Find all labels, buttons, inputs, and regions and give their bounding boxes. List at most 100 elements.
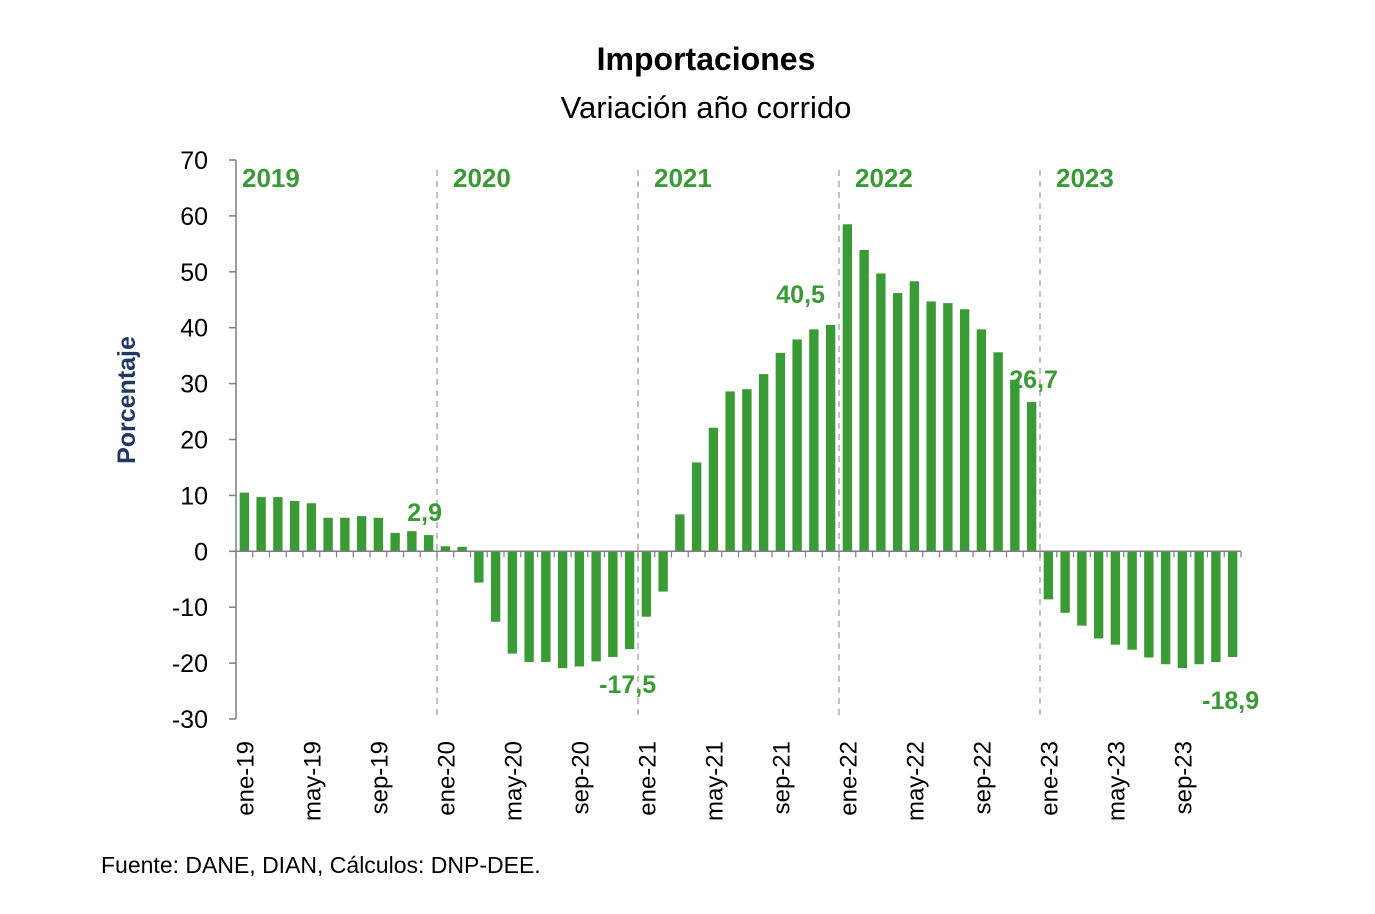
y-tick-label: -30: [172, 706, 208, 734]
y-tick-label: 10: [180, 482, 208, 510]
bar-ago-21: [758, 374, 769, 552]
year-label-2023: 2023: [1056, 163, 1114, 193]
bar-jul-23: [1144, 551, 1154, 658]
bar-mar-21: [675, 514, 685, 552]
x-tick-label: ene-21: [634, 741, 661, 816]
bar-dic-21: [825, 324, 836, 552]
bar-feb-22: [859, 249, 869, 552]
bar-ene-21: [641, 551, 652, 617]
chart-subtitle: Variación año corrido: [561, 90, 852, 125]
bar-nov-19: [407, 531, 417, 552]
bar-mar-22: [876, 273, 886, 552]
x-tick-label: ene-22: [835, 741, 862, 816]
bar-may-23: [1110, 551, 1121, 645]
bar-oct-22: [993, 352, 1003, 552]
year-label-2021: 2021: [654, 163, 712, 193]
data-label-dic-19: 2,9: [407, 499, 442, 527]
bar-ago-22: [959, 309, 970, 552]
x-tick-label: sep-19: [366, 741, 393, 814]
bar-jul-19: [340, 517, 350, 552]
bar-abr-22: [892, 293, 903, 552]
data-label-dic-22: 26,7: [1009, 366, 1058, 394]
bar-ene-22: [842, 224, 853, 552]
bar-nov-23: [1211, 551, 1221, 662]
bar-oct-23: [1194, 551, 1204, 665]
bar-abr-19: [289, 500, 300, 552]
bar-feb-20: [457, 546, 467, 552]
data-label-dic-20: -17,5: [599, 671, 656, 699]
y-axis-ticks: 70 60 50 40 30 20 10 0 -10 -20 -30: [172, 147, 236, 734]
bar-sep-21: [775, 352, 786, 552]
x-tick-label: may-23: [1103, 741, 1130, 821]
year-label-2022: 2022: [855, 163, 913, 193]
y-tick-label: 70: [180, 147, 208, 175]
bar-jun-22: [926, 301, 936, 552]
bar-series: [239, 224, 1238, 669]
x-tick-label: may-20: [500, 741, 527, 821]
x-tick-label: sep-23: [1170, 741, 1197, 814]
axes: [235, 160, 1242, 719]
x-tick-label: ene-19: [232, 741, 259, 816]
y-tick-label: 0: [194, 538, 208, 566]
bar-ene-20: [440, 546, 451, 552]
bar-jun-19: [323, 517, 333, 552]
bar-ene-23: [1043, 551, 1054, 600]
bar-abr-20: [490, 551, 501, 622]
x-tick-label: sep-21: [768, 741, 795, 814]
x-tick-label: ene-23: [1036, 741, 1063, 816]
year-labels: 2019 2020 2021 2022 2023: [242, 163, 1114, 193]
y-tick-label: 30: [180, 371, 208, 399]
bar-jun-21: [725, 391, 735, 552]
x-tick-label: may-22: [902, 741, 929, 821]
bar-may-21: [708, 427, 719, 552]
bar-dic-20: [624, 551, 635, 650]
bar-ene-19: [239, 492, 250, 552]
data-label-dic-21: 40,5: [776, 281, 825, 309]
bar-feb-19: [256, 497, 266, 552]
bar-ago-23: [1160, 551, 1171, 665]
bar-feb-23: [1060, 551, 1070, 613]
bar-sep-23: [1177, 551, 1188, 669]
bar-may-19: [306, 503, 317, 552]
bar-mar-19: [273, 497, 283, 552]
year-separators: [436, 170, 1041, 719]
year-label-2019: 2019: [242, 163, 300, 193]
bar-dic-19: [423, 535, 434, 552]
x-tick-label: may-21: [701, 741, 728, 821]
bar-dic-23: [1227, 551, 1238, 657]
bar-ago-19: [356, 516, 367, 552]
bar-jul-22: [943, 303, 953, 552]
x-tick-label: ene-20: [433, 741, 460, 816]
bar-oct-21: [792, 339, 802, 552]
chart-title: Importaciones: [597, 41, 816, 77]
bar-nov-22: [1010, 379, 1020, 552]
bar-mar-23: [1077, 551, 1087, 626]
bar-oct-20: [591, 551, 601, 662]
y-tick-label: -10: [172, 594, 208, 622]
x-axis-ticks: ene-19 may-19 sep-19 ene-20 may-20 sep-20 ene-…: [232, 741, 1197, 821]
year-label-2020: 2020: [453, 163, 511, 193]
bar-jul-20: [541, 551, 551, 662]
y-tick-label: 60: [180, 203, 208, 231]
bar-oct-19: [390, 532, 400, 552]
bar-nov-20: [608, 551, 618, 657]
y-axis-label: Porcentaje: [113, 336, 141, 464]
bar-mar-20: [474, 551, 484, 583]
bar-sep-22: [976, 329, 987, 552]
y-tick-label: 40: [180, 315, 208, 343]
x-tick-label: sep-20: [567, 741, 594, 814]
y-tick-label: -20: [172, 650, 208, 678]
x-tick-label: may-19: [299, 741, 326, 821]
y-tick-label: 50: [180, 259, 208, 287]
bar-sep-19: [373, 517, 384, 552]
bar-nov-21: [809, 329, 819, 552]
bar-jun-23: [1127, 551, 1137, 650]
data-label-dic-23: -18,9: [1202, 687, 1259, 715]
bar-sep-20: [574, 551, 585, 667]
bar-may-22: [909, 281, 920, 552]
bar-dic-22: [1026, 402, 1037, 552]
bar-jul-21: [742, 389, 752, 552]
source-note: Fuente: DANE, DIAN, Cálculos: DNP-DEE.: [101, 852, 541, 878]
bar-ago-20: [557, 551, 568, 669]
